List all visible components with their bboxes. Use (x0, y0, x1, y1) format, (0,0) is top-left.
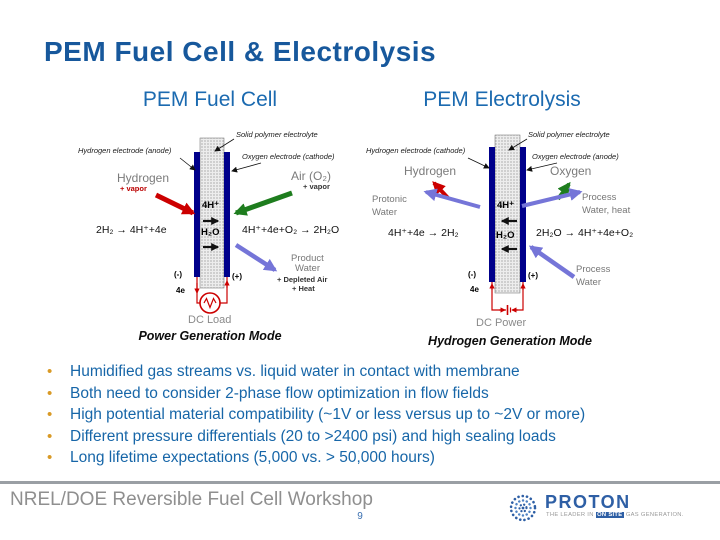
bullet-dot-icon: • (47, 384, 53, 402)
bullet-list: • Humidified gas streams vs. liquid wate… (45, 361, 705, 469)
electrolysis-neg-terminal: (-) (468, 270, 476, 279)
dc-power-circuit (489, 282, 526, 315)
heading-fuel-cell: PEM Fuel Cell (142, 88, 278, 111)
process-water-heat-label-2: Water, heat (582, 205, 631, 216)
proton-logo-name: PROTON (545, 492, 631, 512)
fuel-cell-diagram: Solid polymer electrolyte Hydrogen elect… (60, 125, 360, 360)
bullet-text: Long lifetime expectations (5,000 vs. > … (70, 449, 435, 466)
electrolysis-pos-terminal: (+) (528, 271, 538, 280)
tagline-pre: THE LEADER IN (546, 512, 596, 518)
dc-load-circuit (194, 277, 230, 314)
hydrogen-generation-mode-caption: Hydrogen Generation Mode (428, 334, 592, 348)
protonic-water-arrow (423, 188, 481, 209)
bullet-item: • Humidified gas streams vs. liquid wate… (45, 361, 705, 383)
electrolysis-cathode-label: Hydrogen electrode (cathode) (366, 146, 466, 155)
process-water-feed-arrow (528, 245, 576, 279)
process-water-feed-label-2: Water (576, 277, 601, 288)
dc-power-label: DC Power (476, 317, 527, 329)
product-water-label-1: Product (291, 253, 324, 264)
cathode-pointer-line (467, 157, 490, 169)
process-water-feed-label-1: Process (576, 264, 611, 275)
electrolysis-electrolyte-label: Solid polymer electrolyte (528, 130, 610, 139)
bullet-text: Different pressure differentials (20 to … (70, 427, 556, 445)
electrolysis-anode-label: Oxygen electrode (anode) (532, 152, 619, 161)
anode-pointer-line (179, 157, 196, 171)
fuel-cell-pos-terminal: (+) (232, 272, 242, 281)
fuel-cell-cathode-label: Oxygen electrode (cathode) (242, 152, 335, 161)
process-water-out-arrow (521, 188, 583, 208)
bullet-dot-icon: • (47, 363, 53, 380)
cathode-equation: 4H⁺+4e → 2H₂ (388, 227, 459, 239)
power-generation-mode-caption: Power Generation Mode (138, 329, 282, 343)
tagline-post: GAS GENERATION. (623, 512, 684, 518)
bullet-item: • Long lifetime expectations (5,000 vs. … (45, 447, 705, 469)
product-water-label-2: Water (295, 263, 320, 274)
process-water-heat-label-1: Process (582, 192, 617, 203)
bullet-item: • High potential material compatibility … (45, 404, 705, 426)
anode-electrode-bar (194, 152, 200, 277)
electrolysis-water-label: H₂O (496, 230, 515, 241)
hydrogen-feed-note: + vapor (120, 184, 147, 193)
fuel-cell-electrolyte-label: Solid polymer electrolyte (236, 130, 318, 139)
membrane (199, 137, 225, 289)
protonic-water-label-2: Water (372, 207, 397, 218)
proton-logo-tagline: THE LEADER IN ON SITE GAS GENERATION. (546, 512, 684, 518)
product-water-arrow (234, 243, 278, 272)
cathode-pointer-line (231, 162, 262, 173)
bullet-item: • Both need to consider 2-phase flow opt… (45, 383, 705, 405)
page-number: 9 (357, 511, 363, 522)
bullet-text: Both need to consider 2-phase flow optim… (70, 384, 489, 402)
heading-electrolysis: PEM Electrolysis (423, 88, 581, 111)
fuel-cell-ion-label: 4H⁺ (202, 200, 220, 211)
proton-logo: PROTON THE LEADER IN ON SITE GAS GENERAT… (508, 492, 713, 526)
hydrogen-feed-arrow (154, 192, 196, 216)
fuel-cell-diagram-graphics (154, 137, 293, 314)
heat-note: + Heat (292, 284, 315, 293)
fuel-cell-electrons-label: 4e (176, 286, 185, 295)
hydrogen-product-label: Hydrogen (404, 164, 457, 178)
anode-equation: 2H₂ → 4H⁺+4e (96, 224, 167, 236)
cathode-electrode-bar (489, 147, 495, 282)
depleted-air-note: + Depleted Air (277, 275, 328, 284)
electrolyte-pointer-line (214, 138, 235, 152)
cathode-equation: 4H⁺+4e+O₂ → 2H₂O (242, 224, 340, 236)
anode-electrode-bar (520, 147, 526, 282)
electrolysis-electrons-label: 4e (470, 285, 479, 294)
membrane (494, 134, 521, 294)
electrolyte-pointer-line (508, 138, 528, 151)
footer-divider (0, 481, 720, 484)
dc-load-label: DC Load (188, 314, 232, 326)
bullet-text: Humidified gas streams vs. liquid water … (70, 363, 520, 380)
dc-load-resistor-icon (199, 292, 221, 314)
proton-globe-icon (509, 494, 537, 522)
bullet-dot-icon: • (47, 427, 53, 445)
fuel-cell-anode-label: Hydrogen electrode (anode) (78, 146, 172, 155)
protonic-water-label-1: Protonic (372, 194, 407, 205)
hydrogen-feed-label: Hydrogen (117, 171, 170, 185)
fuel-cell-neg-terminal: (-) (174, 270, 182, 279)
anode-pointer-line (526, 162, 558, 172)
bullet-dot-icon: • (47, 406, 53, 423)
bullet-text: High potential material compatibility (~… (70, 406, 586, 423)
bullet-dot-icon: • (47, 449, 53, 466)
footer-workshop-title: NREL/DOE Reversible Fuel Cell Workshop (10, 489, 373, 510)
bullet-item: • Different pressure differentials (20 t… (45, 426, 705, 448)
fuel-cell-water-label: H₂O (201, 227, 220, 238)
electrolysis-diagram: Solid polymer electrolyte Hydrogen elect… (360, 125, 660, 360)
tagline-onsite-badge: ON SITE (595, 512, 624, 518)
air-feed-note: + vapor (303, 182, 330, 191)
slide-title: PEM Fuel Cell & Electrolysis (44, 36, 437, 67)
oxygen-product-label: Oxygen (550, 164, 592, 178)
air-feed-arrow (233, 190, 293, 216)
electrolysis-diagram-graphics (423, 134, 583, 315)
cathode-electrode-bar (224, 152, 230, 277)
air-feed-label: Air (O₂) (291, 169, 331, 183)
anode-equation: 2H₂O → 4H⁺+4e+O₂ (536, 227, 634, 239)
electrolysis-ion-label: 4H⁺ (497, 200, 515, 211)
